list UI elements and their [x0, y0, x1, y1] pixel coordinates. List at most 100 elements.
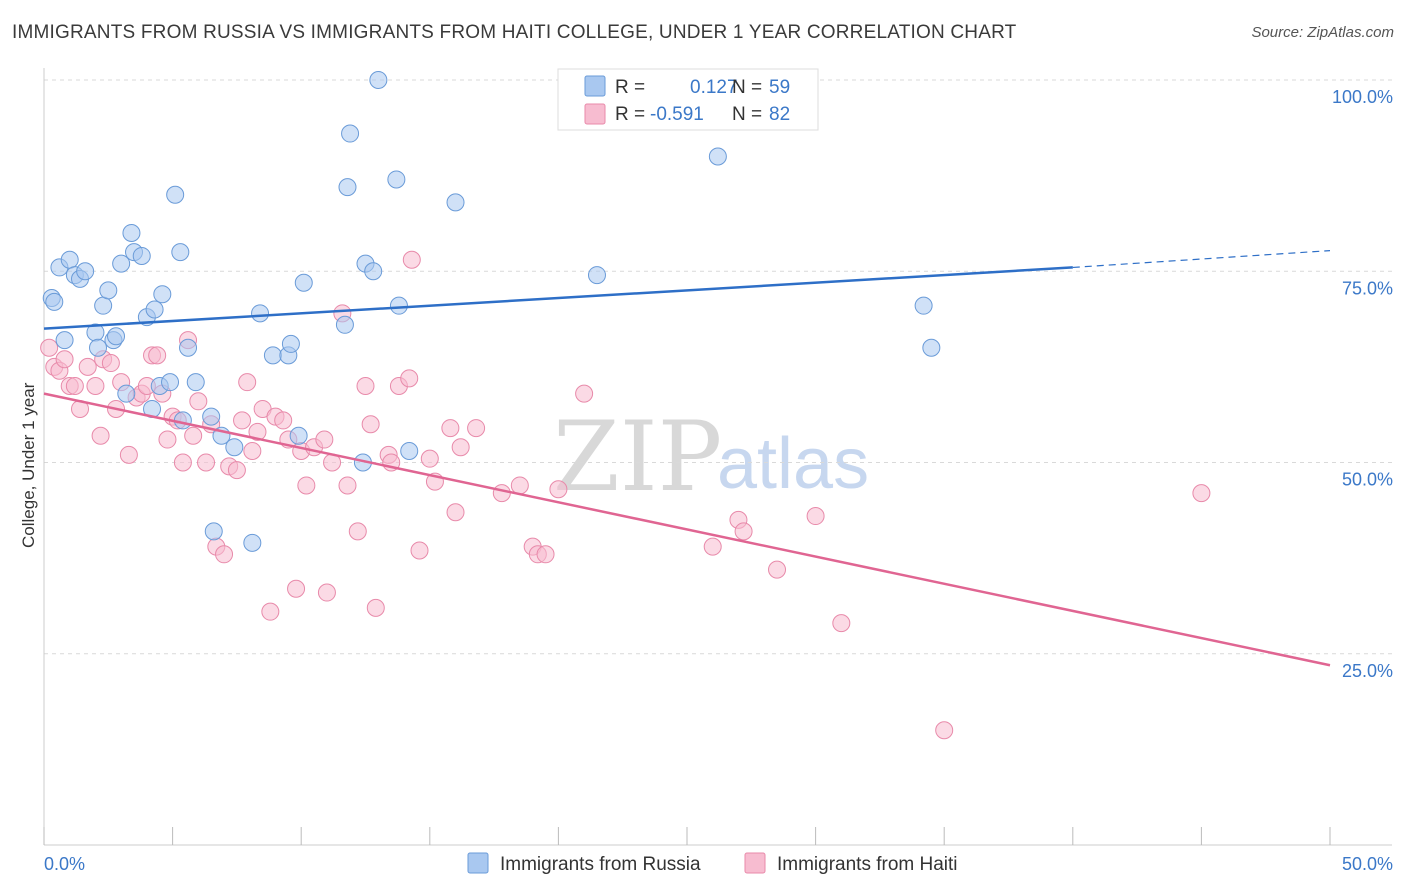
russia-point — [112, 254, 131, 273]
haiti-point — [768, 560, 787, 579]
haiti-point — [101, 354, 120, 373]
legend-r-value-russia: 0.127 — [690, 77, 738, 98]
haiti-point — [91, 426, 110, 445]
watermark-zip: ZIP — [553, 401, 722, 513]
tick-labels: 100.0% 75.0% 50.0% 25.0% 0.0% 50.0% — [44, 87, 1393, 874]
russia-point — [117, 384, 136, 403]
x-tick-label: 50.0% — [1342, 854, 1393, 874]
grid-lines — [44, 79, 1392, 655]
haiti-point — [935, 721, 954, 740]
haiti-point — [806, 507, 825, 526]
legend-r-label-russia: R = — [615, 77, 645, 98]
haiti-point — [261, 602, 280, 621]
russia-trend-extension — [1072, 249, 1331, 269]
russia-point — [341, 124, 360, 143]
russia-point — [173, 411, 192, 430]
legend-n-value-haiti: 82 — [769, 104, 790, 125]
legend-swatch-russia — [584, 75, 606, 97]
russia-point — [186, 373, 205, 392]
haiti-point — [243, 442, 262, 461]
legend-n-label-haiti: N = — [732, 104, 762, 125]
haiti-point — [575, 384, 594, 403]
russia-point — [179, 338, 198, 357]
haiti-point — [451, 438, 470, 457]
legend-r-label-haiti: R = — [615, 104, 645, 125]
haiti-point — [315, 430, 334, 449]
haiti-point — [446, 503, 465, 522]
haiti-point — [119, 445, 138, 464]
haiti-trend-line — [43, 392, 1331, 667]
russia-point — [99, 281, 118, 300]
russia-point — [94, 296, 113, 315]
russia-point — [76, 262, 95, 281]
russia-point — [914, 296, 933, 315]
axes — [43, 68, 1392, 846]
haiti-point — [510, 476, 529, 495]
haiti-point — [348, 522, 367, 541]
y-tick-label: 75.0% — [1342, 278, 1393, 298]
bottom-legend-swatch-haiti — [744, 852, 766, 874]
haiti-point — [356, 377, 375, 395]
haiti-point — [366, 598, 385, 617]
haiti-point — [78, 357, 97, 376]
russia-point — [369, 71, 388, 89]
russia-point — [202, 407, 221, 426]
haiti-point — [297, 476, 316, 495]
haiti-point — [492, 484, 511, 503]
haiti-point — [227, 461, 246, 480]
haiti-point — [400, 369, 419, 388]
russia-point — [55, 331, 74, 350]
russia-point — [122, 224, 141, 242]
russia-trend-line — [43, 266, 1073, 330]
haiti-point — [703, 537, 722, 556]
haiti-point — [536, 545, 555, 564]
haiti-point — [317, 583, 336, 602]
haiti-point — [338, 476, 357, 495]
trend-lines — [43, 249, 1331, 667]
source-label: Source: ZipAtlas.com — [1251, 24, 1394, 41]
russia-point — [294, 273, 313, 292]
russia-point — [708, 147, 727, 166]
russia-point — [389, 296, 408, 315]
russia-point — [145, 300, 164, 319]
bottom-legend-label-haiti: Immigrants from Haiti — [777, 854, 958, 875]
russia-point — [387, 170, 406, 189]
haiti-point — [158, 430, 177, 449]
russia-point — [281, 334, 300, 353]
russia-point — [364, 262, 383, 281]
russia-point — [289, 426, 308, 445]
russia-point — [153, 285, 172, 304]
watermark-atlas: atlas — [717, 424, 869, 504]
haiti-point — [441, 419, 460, 438]
russia-point — [225, 438, 244, 457]
haiti-point — [40, 338, 59, 357]
haiti-point — [248, 422, 267, 441]
haiti-point — [86, 377, 105, 395]
haiti-point — [274, 411, 293, 430]
haiti-point — [410, 541, 429, 560]
legend-r-value-haiti: -0.591 — [650, 104, 704, 125]
russia-point — [45, 292, 64, 311]
russia-point — [446, 193, 465, 212]
bottom-legend: Immigrants from Russia Immigrants from H… — [467, 852, 958, 875]
russia-point — [243, 533, 262, 552]
legend-swatch-haiti — [584, 103, 606, 125]
haiti-point — [197, 453, 216, 472]
haiti-point — [238, 373, 257, 392]
haiti-point — [184, 426, 203, 445]
legend-n-label-russia: N = — [732, 77, 762, 98]
russia-point — [400, 442, 419, 461]
haiti-point — [55, 350, 74, 369]
haiti-point — [402, 250, 421, 269]
russia-point — [335, 315, 354, 334]
russia-point — [251, 304, 270, 323]
y-tick-label: 25.0% — [1342, 661, 1393, 681]
haiti-point — [420, 449, 439, 468]
russia-point — [338, 178, 357, 197]
russia-point — [60, 250, 79, 269]
russia-point — [89, 338, 108, 357]
haiti-point — [361, 415, 380, 434]
top-legend: R = 0.127 N = 59 R = -0.591 N = 82 — [557, 68, 819, 131]
russia-point — [922, 338, 941, 357]
